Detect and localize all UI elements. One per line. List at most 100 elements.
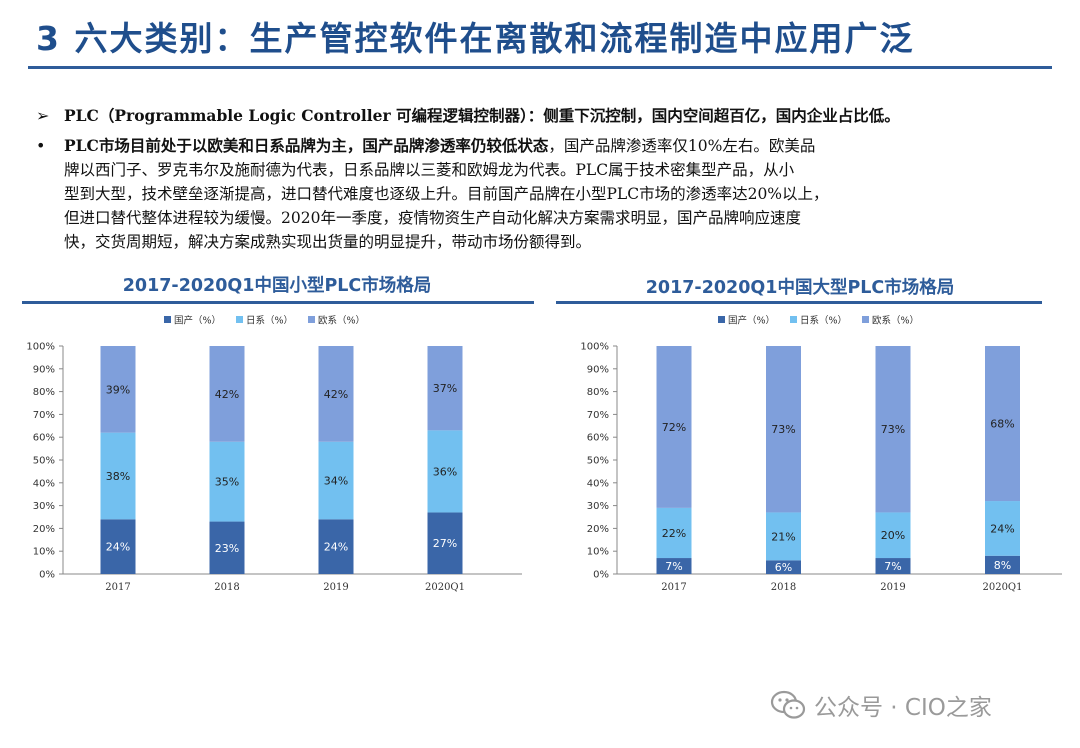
y-tick-label: 20%	[33, 524, 55, 535]
legend-label-0: 国产（%）	[174, 315, 221, 327]
bar-segment-欧系-2020Q1	[427, 346, 463, 431]
y-tick-label: 0%	[39, 570, 55, 581]
bullet-plc-market-line2: 牌以西门子、罗克韦尔及施耐德为代表，日系品牌以三菱和欧姆龙为代表。PLC属于技术…	[64, 161, 795, 179]
data-label: 72%	[662, 421, 686, 434]
bar-segment-国产-2019	[318, 519, 354, 574]
bar-segment-日系-2020Q1	[985, 501, 1020, 556]
data-label: 34%	[324, 475, 348, 488]
data-label: 24%	[106, 541, 130, 554]
bar-segment-日系-2018	[209, 441, 245, 522]
bar-segment-日系-2020Q1	[427, 430, 463, 513]
bar-segment-欧系-2018	[766, 346, 801, 513]
legend-swatch-2	[308, 316, 315, 323]
bar-segment-日系-2019	[875, 512, 911, 559]
y-tick-label: 50%	[33, 456, 55, 467]
chart-large-plc: 国产（%） 日系（%） 欧系（%） 0% 10% 20% 30% 40% 50% 60% 70% 80…	[580, 315, 1062, 593]
data-label: 73%	[881, 423, 905, 436]
y-tick-label: 90%	[587, 364, 609, 375]
data-label: 6%	[775, 561, 792, 574]
legend-label-2: 欧系（%）	[318, 315, 365, 327]
data-label: 37%	[433, 382, 457, 395]
bar-segment-国产-2017	[656, 558, 692, 574]
y-tick-label: 0%	[593, 570, 609, 581]
y-tick-label: 60%	[33, 433, 55, 444]
bullet-plc-market-emphasis: PLC市场目前处于以欧美和日系品牌为主，国产品牌渗透率仍较低状态	[64, 136, 549, 155]
x-tick-label: 2020Q1	[982, 582, 1022, 593]
legend-swatch-0	[164, 316, 171, 323]
bullet-plc-market-line5: 快，交货周期短，解决方案成熟实现出货量的明显提升，带动市场份额得到。	[64, 233, 592, 251]
watermark: 公众号 · CIO之家	[814, 695, 992, 721]
data-label: 35%	[215, 476, 239, 489]
x-tick-label: 2020Q1	[425, 582, 465, 593]
y-tick-label: 100%	[26, 342, 55, 353]
legend-label-2: 欧系（%）	[872, 315, 919, 327]
data-label: 38%	[106, 470, 130, 483]
data-label: 7%	[665, 560, 682, 573]
bar-segment-欧系-2019	[875, 346, 911, 513]
data-label: 8%	[994, 559, 1011, 572]
bar-segment-国产-2017	[100, 519, 136, 574]
y-tick-label: 40%	[587, 478, 609, 489]
y-tick-label: 80%	[587, 387, 609, 398]
bar-segment-日系-2019	[318, 441, 354, 520]
data-label: 22%	[662, 527, 686, 540]
bullet-plc-definition: PLC（Programmable Logic Controller 可编程逻辑控…	[64, 106, 900, 125]
y-tick-label: 70%	[587, 410, 609, 421]
legend-swatch-2	[862, 316, 869, 323]
y-tick-label: 60%	[587, 433, 609, 444]
bar-segment-国产-2018	[766, 560, 801, 574]
data-label: 24%	[324, 541, 348, 554]
bullet-plc-market-line3: 型到大型，技术壁垒逐渐提高，进口替代难度也逐级上升。目前国产品牌在小型PLC市场…	[64, 185, 829, 203]
bar-segment-国产-2018	[209, 521, 245, 574]
legend-label-1: 日系（%）	[800, 315, 847, 327]
bar-segment-国产-2020Q1	[427, 512, 463, 574]
y-tick-label: 30%	[33, 501, 55, 512]
legend-swatch-1	[236, 316, 243, 323]
legend-swatch-0	[718, 316, 725, 323]
chart-title-small-plc: 2017-2020Q1中国小型PLC市场格局	[122, 276, 432, 296]
y-tick-label: 70%	[33, 410, 55, 421]
x-tick-label: 2017	[661, 582, 686, 593]
y-tick-label: 20%	[587, 524, 609, 535]
bar-segment-日系-2018	[766, 512, 801, 561]
y-tick-label: 30%	[587, 501, 609, 512]
data-label: 73%	[771, 423, 795, 436]
bar-segment-欧系-2017	[100, 346, 136, 433]
y-tick-label: 10%	[587, 547, 609, 558]
legend-label-1: 日系（%）	[246, 315, 293, 327]
data-label: 21%	[771, 530, 795, 543]
chart-divider-large-plc	[556, 301, 1042, 304]
x-tick-label: 2019	[880, 582, 905, 593]
y-tick-label: 10%	[33, 547, 55, 558]
y-tick-label: 90%	[33, 364, 55, 375]
y-tick-label: 80%	[33, 387, 55, 398]
y-tick-label: 100%	[580, 342, 609, 353]
bullet-dot-icon: •	[36, 136, 46, 155]
bar-segment-欧系-2019	[318, 346, 354, 442]
x-tick-label: 2018	[214, 582, 239, 593]
bar-segment-国产-2019	[875, 558, 911, 574]
x-tick-label: 2017	[105, 582, 130, 593]
bullet-plc-market-line4: 但进口替代整体进程较为缓慢。2020年一季度，疫情物资生产自动化解决方案需求明显…	[64, 209, 801, 227]
bar-segment-日系-2017	[656, 507, 692, 559]
legend-swatch-1	[790, 316, 797, 323]
data-label: 36%	[433, 465, 457, 478]
data-label: 7%	[884, 560, 901, 573]
bullet-arrow-icon: ➢	[36, 106, 50, 125]
chart-divider-small-plc	[22, 301, 534, 304]
data-label: 39%	[106, 383, 130, 396]
data-label: 24%	[990, 522, 1014, 535]
bar-segment-欧系-2020Q1	[985, 346, 1020, 502]
bar-segment-国产-2020Q1	[985, 555, 1020, 574]
bullet-plc-market-line1: ，国产品牌渗透率仅10%左右。欧美品	[548, 137, 816, 155]
y-tick-label: 50%	[587, 456, 609, 467]
legend-label-0: 国产（%）	[728, 315, 775, 327]
page-title: 3 六大类别：生产管控软件在离散和流程制造中应用广泛	[36, 19, 915, 58]
wechat-icon	[770, 690, 806, 719]
x-tick-label: 2019	[323, 582, 348, 593]
data-label: 27%	[433, 537, 457, 550]
data-label: 23%	[215, 542, 239, 555]
x-tick-label: 2018	[771, 582, 796, 593]
bar-segment-欧系-2018	[209, 346, 245, 442]
data-label: 68%	[990, 418, 1014, 431]
